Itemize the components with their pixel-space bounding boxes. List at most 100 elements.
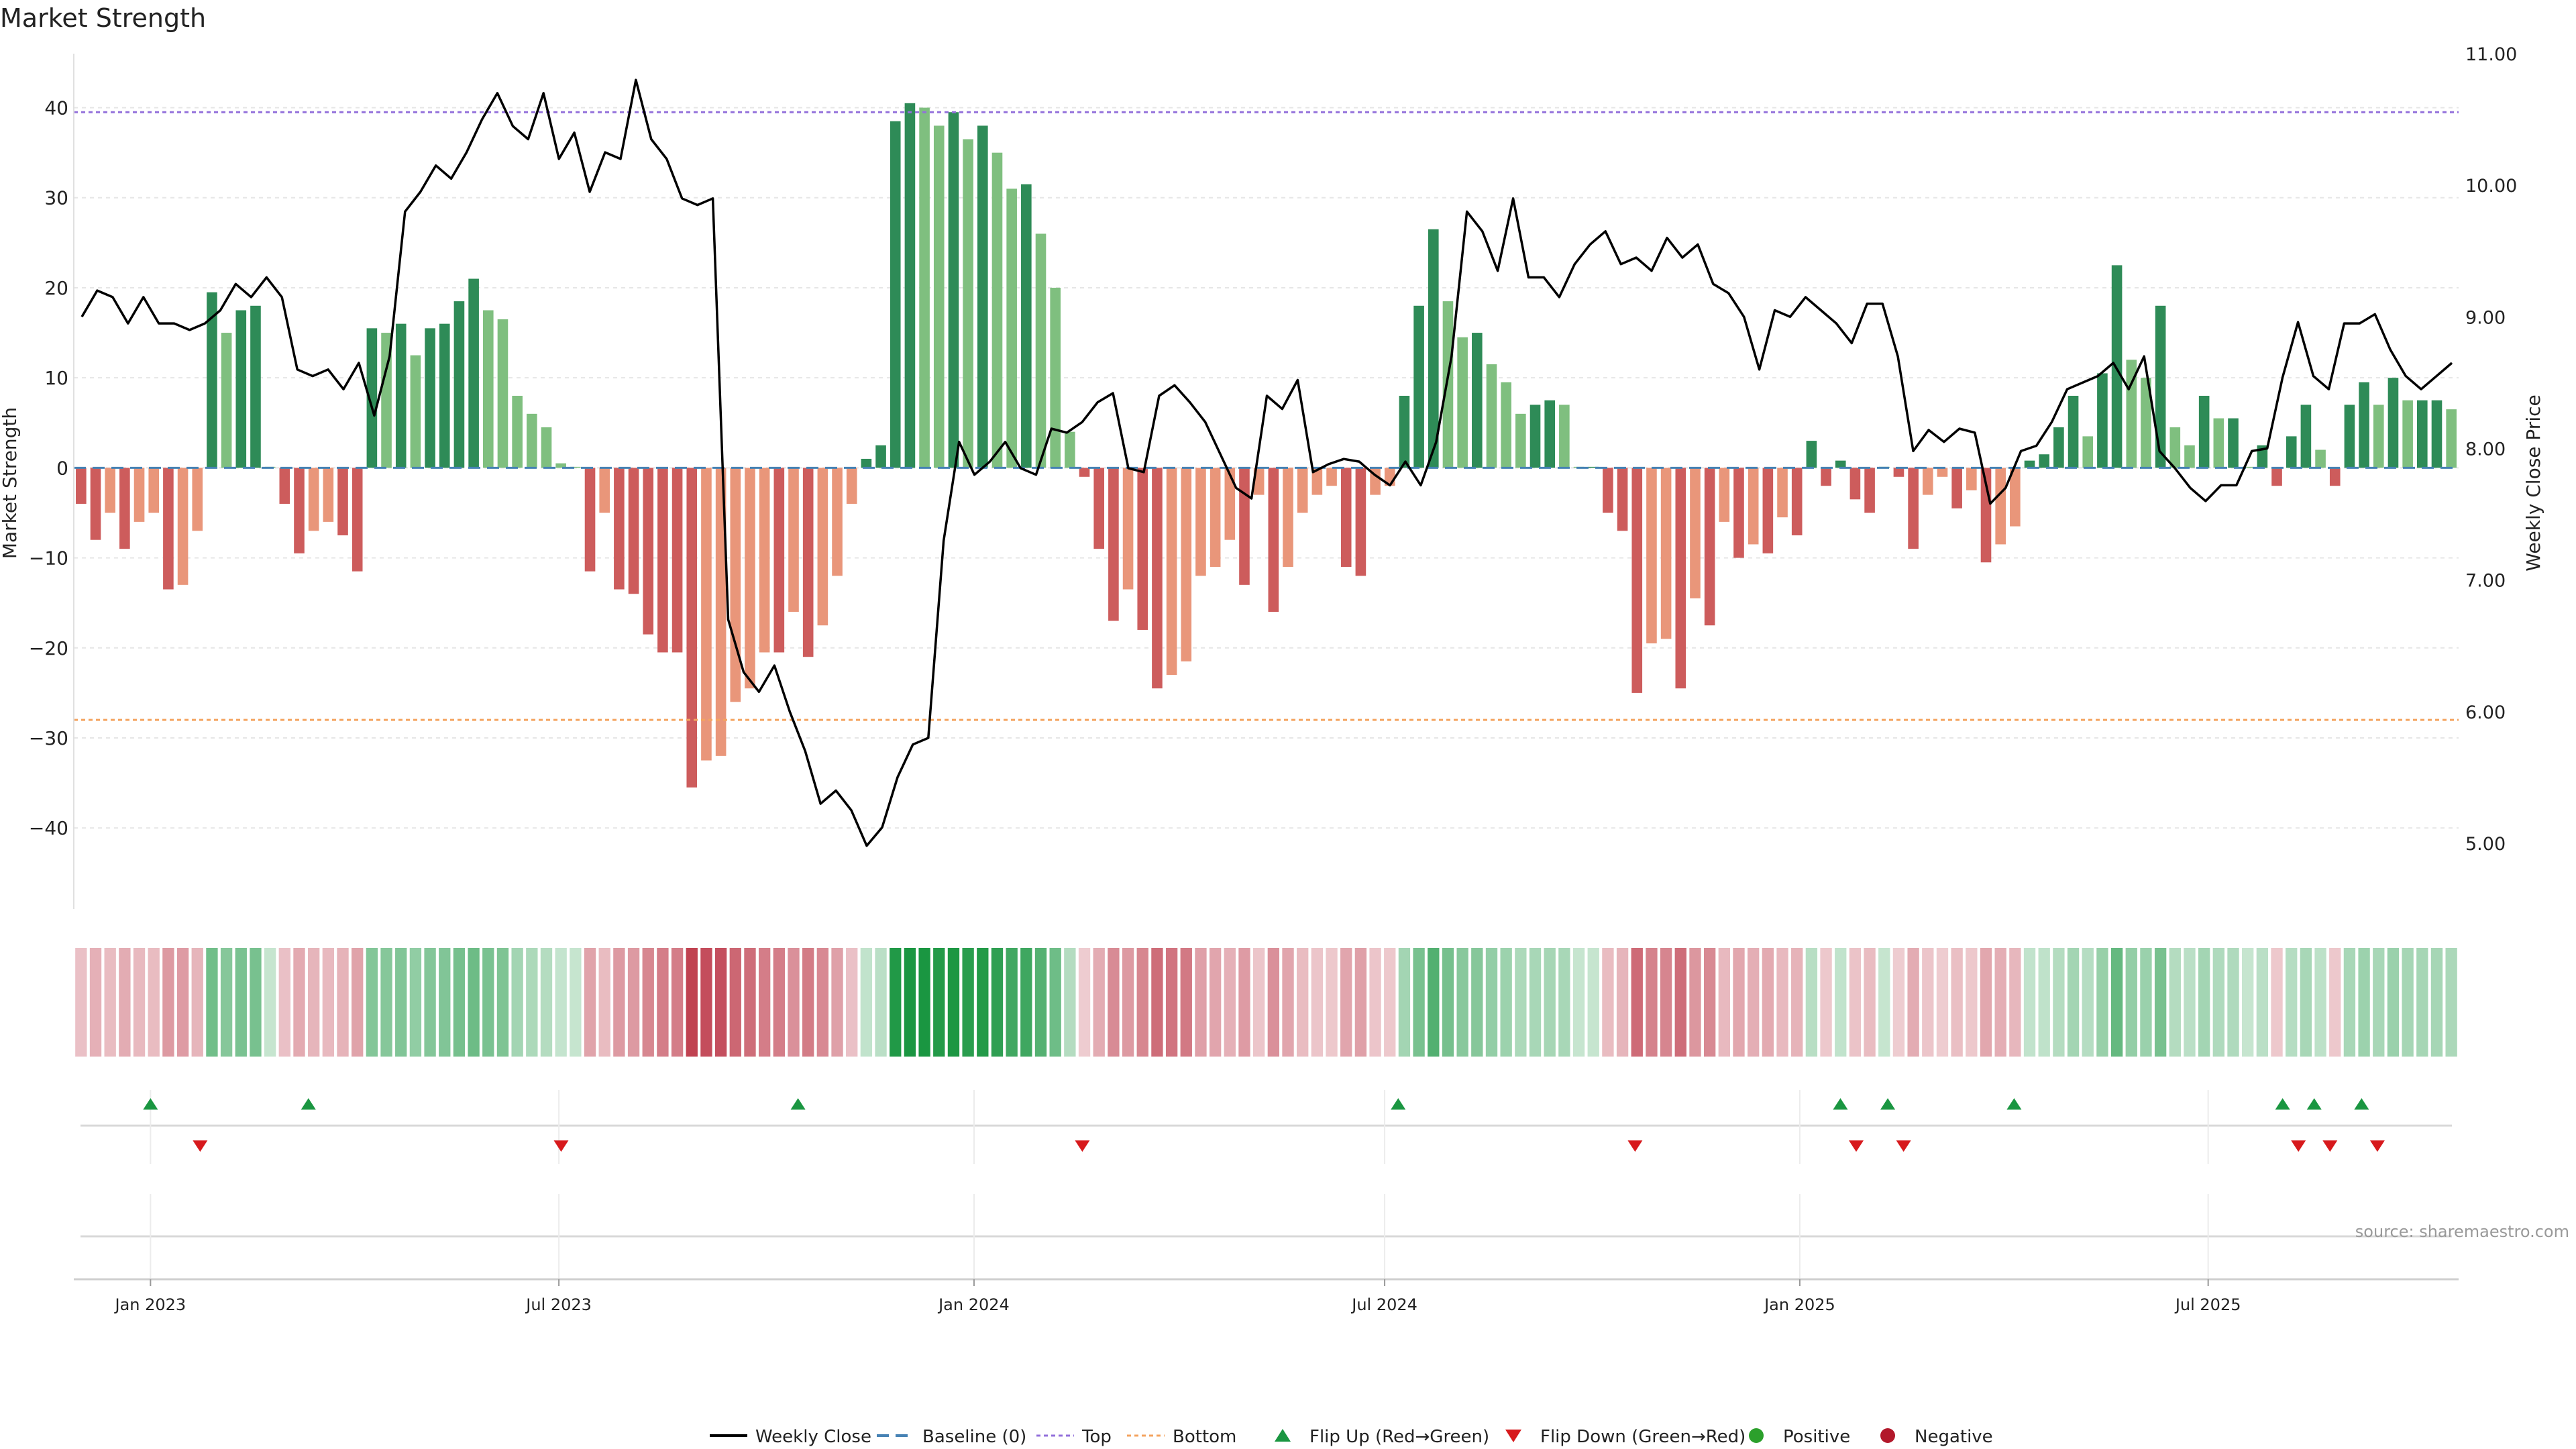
flip-down-marker-1: [553, 1140, 569, 1152]
y-tick-right-label-4: 9.00: [2465, 307, 2506, 328]
strength-bar-86: [1326, 468, 1337, 486]
strip-cell-130: [1966, 948, 1978, 1057]
strip-cell-29: [496, 948, 509, 1057]
strip-cell-32: [540, 948, 553, 1057]
y-tick-right-label-2: 7.00: [2465, 571, 2506, 592]
strength-bar-1: [90, 468, 101, 540]
strength-bar-42: [686, 468, 698, 788]
strength-bar-32: [541, 427, 552, 468]
strip-cell-162: [2430, 948, 2443, 1057]
strength-bar-136: [2053, 427, 2064, 468]
strip-cell-1: [89, 948, 102, 1057]
strength-bar-97: [1486, 364, 1497, 468]
strip-cell-113: [1718, 948, 1730, 1057]
strength-bar-41: [672, 468, 683, 653]
strip-cell-58: [918, 948, 930, 1057]
strip-cell-66: [1034, 948, 1047, 1057]
strength-bar-53: [846, 468, 857, 504]
strip-cell-86: [1326, 948, 1338, 1057]
strength-bar-62: [977, 125, 988, 468]
strength-bar-18: [337, 468, 348, 536]
strip-cell-15: [293, 948, 305, 1057]
strength-bar-151: [2271, 468, 2282, 486]
strength-bar-83: [1283, 468, 1293, 567]
strength-bar-46: [745, 468, 755, 689]
strength-bar-110: [1675, 468, 1686, 689]
strip-cell-26: [453, 948, 466, 1057]
strength-bar-107: [1631, 468, 1643, 693]
strength-bar-114: [1733, 468, 1744, 558]
legend-item-neg: Negative: [1880, 1427, 1993, 1447]
strip-cell-57: [904, 948, 916, 1057]
y-tick-right-label-0: 5.00: [2465, 834, 2506, 855]
strip-cell-144: [2169, 948, 2181, 1057]
strip-cell-50: [802, 948, 814, 1057]
strip-cell-159: [2387, 948, 2400, 1057]
strip-cell-54: [860, 948, 873, 1057]
strip-cell-70: [1093, 948, 1105, 1057]
strip-cell-37: [613, 948, 625, 1057]
strip-cell-143: [2154, 948, 2167, 1057]
strength-bar-150: [2257, 445, 2268, 468]
strip-cell-69: [1078, 948, 1091, 1057]
legend-item-top: Top: [1036, 1427, 1112, 1447]
strip-cell-21: [380, 948, 392, 1057]
strip-cell-118: [1791, 948, 1803, 1057]
strip-cell-158: [2373, 948, 2385, 1057]
strip-cell-84: [1297, 948, 1309, 1057]
strip-cell-117: [1776, 948, 1788, 1057]
x-tick-label-3: Jul 2024: [1350, 1295, 1417, 1314]
legend-label-up: Flip Up (Red→Green): [1309, 1427, 1489, 1447]
strip-cell-47: [758, 948, 771, 1057]
weekly-close-line-layer: [80, 78, 2453, 847]
strip-cell-81: [1252, 948, 1265, 1057]
strip-cell-20: [366, 948, 378, 1057]
flip-markers-panel: [80, 1090, 2452, 1279]
strength-bar-24: [425, 328, 435, 468]
strength-bar-58: [919, 107, 930, 468]
strip-cell-10: [220, 948, 233, 1057]
strength-bar-71: [1108, 468, 1119, 621]
strip-cell-39: [642, 948, 654, 1057]
strength-bar-111: [1690, 468, 1701, 598]
strength-bar-137: [2068, 396, 2079, 468]
strength-bar-11: [235, 310, 247, 468]
strength-bar-122: [1849, 468, 1861, 500]
strength-bar-38: [628, 468, 639, 594]
strength-bars: [76, 103, 2457, 788]
strength-bar-95: [1457, 337, 1468, 468]
x-tick-label-1: Jul 2023: [525, 1295, 592, 1314]
strip-cell-133: [2009, 948, 2021, 1057]
strength-bar-102: [1559, 405, 1570, 468]
strip-cell-49: [788, 948, 800, 1057]
strip-cell-19: [352, 948, 364, 1057]
strength-bar-22: [395, 323, 407, 468]
strength-bar-77: [1195, 468, 1206, 576]
strip-cell-100: [1529, 948, 1542, 1057]
strip-cell-78: [1209, 948, 1222, 1057]
strip-cell-7: [176, 948, 189, 1057]
strength-bar-19: [352, 468, 363, 572]
strip-cell-150: [2256, 948, 2269, 1057]
strip-cell-123: [1864, 948, 1876, 1057]
strip-cell-149: [2242, 948, 2254, 1057]
strip-cell-126: [1907, 948, 1919, 1057]
strength-bar-94: [1442, 301, 1454, 468]
strip-cell-139: [2096, 948, 2108, 1057]
strip-cell-80: [1238, 948, 1250, 1057]
strip-cell-89: [1369, 948, 1381, 1057]
strip-cell-103: [1572, 948, 1585, 1057]
strength-bar-39: [643, 468, 654, 635]
x-tick-label-5: Jul 2025: [2174, 1295, 2241, 1314]
y-tick-left-label-8: 40: [44, 97, 68, 119]
strip-cell-53: [846, 948, 858, 1057]
strength-bar-84: [1297, 468, 1308, 513]
strip-cell-16: [307, 948, 320, 1057]
strip-cell-64: [1006, 948, 1018, 1057]
strip-cell-77: [1195, 948, 1207, 1057]
strength-bar-67: [1050, 287, 1061, 468]
strength-bar-0: [76, 468, 87, 504]
strength-bar-63: [991, 152, 1003, 468]
strength-bar-120: [1821, 468, 1831, 486]
strip-cell-46: [744, 948, 756, 1057]
